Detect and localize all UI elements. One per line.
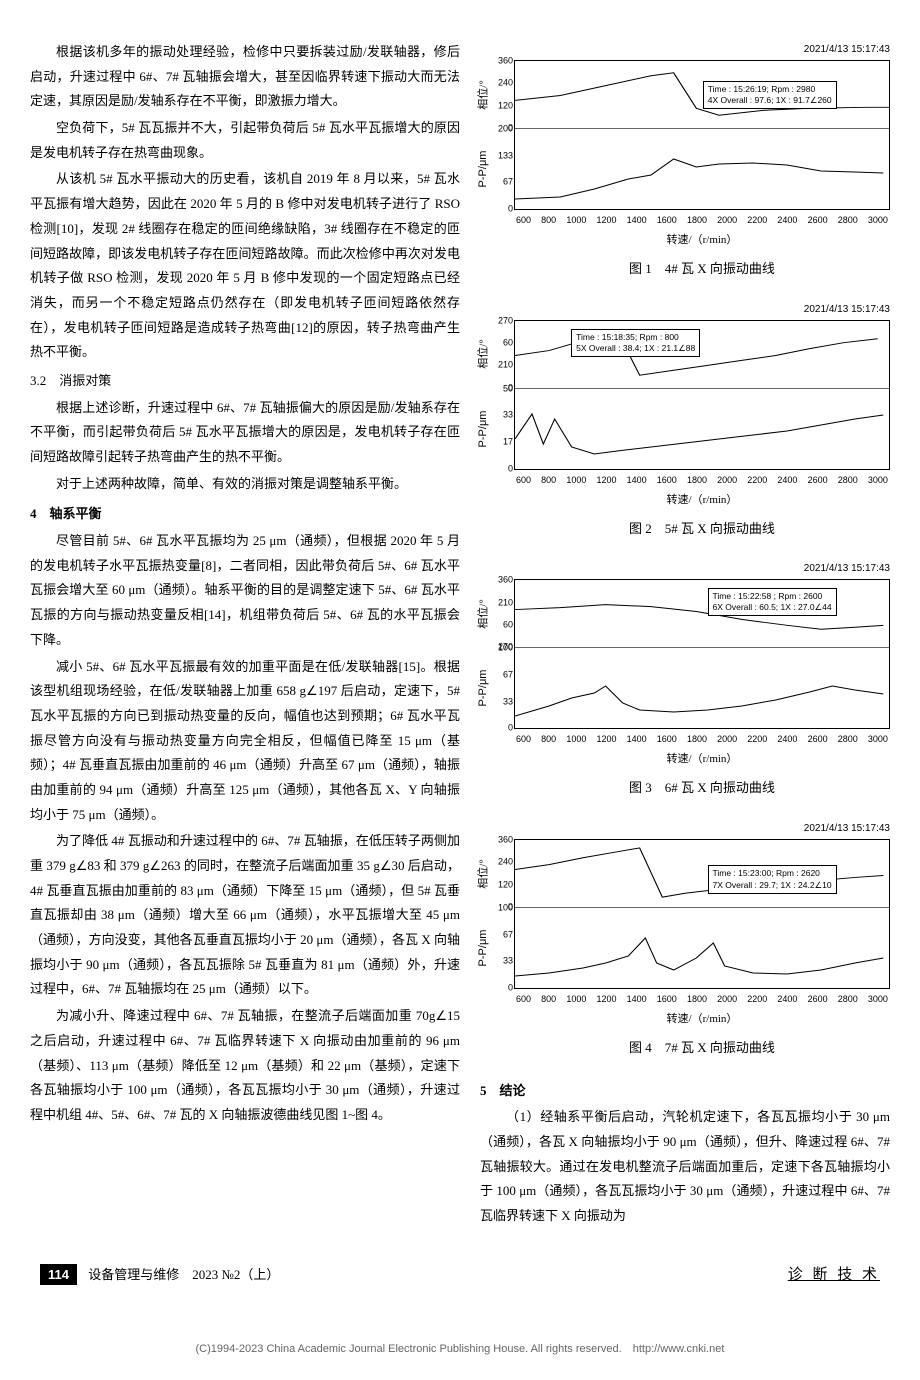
- para: 为了降低 4# 瓦振动和升速过程中的 6#、7# 瓦轴振，在低压转子两侧加重 3…: [30, 829, 460, 1002]
- chart-timestamp: 2021/4/13 15:17:43: [480, 819, 890, 838]
- para: 根据上述诊断，升速过程中 6#、7# 瓦轴振偏大的原因是励/发轴系存在不平衡，而…: [30, 396, 460, 470]
- chart-caption: 图 3 6# 瓦 X 向振动曲线: [514, 776, 890, 801]
- journal-info: 设备管理与维修 2023 №2（上）: [88, 1267, 279, 1282]
- section-5: 5 结论: [480, 1079, 890, 1104]
- x-axis-ticks: 6008001000120014001600180020002200240026…: [514, 212, 890, 229]
- x-axis-label: 转速/（r/min）: [514, 490, 890, 511]
- chart-chart1: 2021/4/13 15:17:43 相位/° 3602401200 Time …: [480, 40, 890, 282]
- chart-caption: 图 1 4# 瓦 X 向振动曲线: [514, 257, 890, 282]
- left-column: 根据该机多年的振动处理经验，检修中只要拆装过励/发联轴器，修后启动，升速过程中 …: [30, 40, 460, 1231]
- x-axis-label: 转速/（r/min）: [514, 230, 890, 251]
- chart-timestamp: 2021/4/13 15:17:43: [480, 40, 890, 59]
- chart-info-box: Time : 15:26:19; Rpm : 29804X Overall : …: [703, 81, 837, 109]
- chart-chart3: 2021/4/13 15:17:43 相位/° 36021060270 Time…: [480, 559, 890, 801]
- footer-section-label: 诊 断 技 术: [788, 1261, 880, 1290]
- copyright-link[interactable]: http://www.cnki.net: [633, 1343, 725, 1355]
- para: （1）经轴系平衡后启动，汽轮机定速下，各瓦瓦振均小于 30 μm（通频），各瓦 …: [480, 1105, 890, 1228]
- x-axis-ticks: 6008001000120014001600180020002200240026…: [514, 472, 890, 489]
- chart-timestamp: 2021/4/13 15:17:43: [480, 559, 890, 578]
- page-number: 114: [40, 1264, 77, 1285]
- footer-left: 114 设备管理与维修 2023 №2（上）: [40, 1263, 279, 1288]
- para: 空负荷下，5# 瓦瓦振并不大，引起带负荷后 5# 瓦水平瓦振增大的原因是发电机转…: [30, 116, 460, 165]
- x-axis-ticks: 6008001000120014001600180020002200240026…: [514, 731, 890, 748]
- right-column: 2021/4/13 15:17:43 相位/° 3602401200 Time …: [480, 40, 890, 1231]
- para: 尽管目前 5#、6# 瓦水平瓦振均为 25 μm（通频），但根据 2020 年 …: [30, 529, 460, 652]
- chart-caption: 图 2 5# 瓦 X 向振动曲线: [514, 517, 890, 542]
- para: 减小 5#、6# 瓦水平瓦振最有效的加重平面是在低/发联轴器[15]。根据该型机…: [30, 655, 460, 828]
- x-axis-label: 转速/（r/min）: [514, 749, 890, 770]
- chart-plot: 相位/° 36021060270 Time : 15:22:58 ; Rpm :…: [514, 579, 890, 729]
- para: 对于上述两种故障，简单、有效的消振对策是调整轴系平衡。: [30, 472, 460, 497]
- chart-plot: 相位/° 3602401200 Time : 15:26:19; Rpm : 2…: [514, 60, 890, 210]
- chart-timestamp: 2021/4/13 15:17:43: [480, 300, 890, 319]
- chart-caption: 图 4 7# 瓦 X 向振动曲线: [514, 1036, 890, 1061]
- x-axis-ticks: 6008001000120014001600180020002200240026…: [514, 991, 890, 1008]
- chart-info-box: Time : 15:23:00; Rpm : 26207X Overall : …: [708, 865, 837, 893]
- subsection-3-2: 3.2 消振对策: [30, 369, 460, 394]
- para: 从该机 5# 瓦水平振动大的历史看，该机自 2019 年 8 月以来，5# 瓦水…: [30, 167, 460, 365]
- copyright: (C)1994-2023 China Academic Journal Elec…: [30, 1339, 890, 1360]
- para: 为减小升、降速过程中 6#、7# 瓦轴振，在整流子后端面加重 70g∠15 之后…: [30, 1004, 460, 1127]
- footer: 114 设备管理与维修 2023 №2（上） 诊 断 技 术: [30, 1261, 890, 1290]
- copyright-text: (C)1994-2023 China Academic Journal Elec…: [196, 1343, 622, 1355]
- x-axis-label: 转速/（r/min）: [514, 1009, 890, 1030]
- chart-info-box: Time : 15:22:58 ; Rpm : 26006X Overall :…: [708, 588, 837, 616]
- chart-info-box: Time : 15:18:35; Rpm : 8005X Overall : 3…: [571, 329, 700, 357]
- chart-chart4: 2021/4/13 15:17:43 相位/° 3602401200 Time …: [480, 819, 890, 1061]
- para: 根据该机多年的振动处理经验，检修中只要拆装过励/发联轴器，修后启动，升速过程中 …: [30, 40, 460, 114]
- chart-plot: 相位/° 3602401200 Time : 15:23:00; Rpm : 2…: [514, 839, 890, 989]
- chart-plot: 相位/° 270602100 Time : 15:18:35; Rpm : 80…: [514, 320, 890, 470]
- chart-chart2: 2021/4/13 15:17:43 相位/° 270602100 Time :…: [480, 300, 890, 542]
- section-4: 4 轴系平衡: [30, 502, 460, 527]
